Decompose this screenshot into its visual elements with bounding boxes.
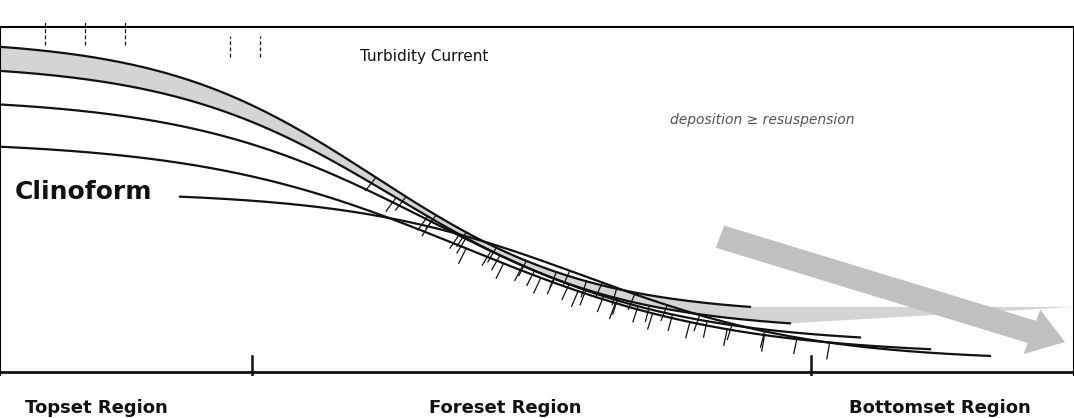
Text: Topset Region: Topset Region xyxy=(26,399,168,417)
Text: Turbidity Current: Turbidity Current xyxy=(360,49,489,64)
Polygon shape xyxy=(0,47,1074,324)
Text: deposition ≥ resuspension: deposition ≥ resuspension xyxy=(670,113,855,127)
Text: Clinoform: Clinoform xyxy=(15,180,153,204)
Text: Foreset Region: Foreset Region xyxy=(429,399,581,417)
Polygon shape xyxy=(716,226,1065,354)
Text: Bottomset Region: Bottomset Region xyxy=(848,399,1031,417)
